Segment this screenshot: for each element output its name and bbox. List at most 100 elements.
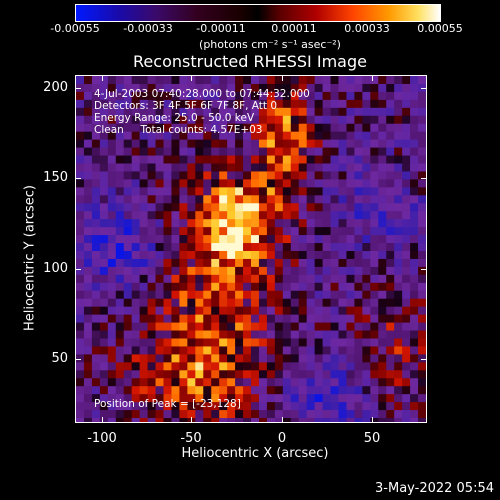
- image-pixel: [123, 306, 133, 316]
- image-pixel: [131, 203, 141, 212]
- image-pixel: [306, 195, 316, 204]
- image-pixel: [394, 139, 403, 149]
- image-pixel: [314, 179, 324, 188]
- image-pixel: [227, 187, 236, 196]
- image-pixel: [378, 195, 387, 204]
- image-pixel: [203, 99, 212, 109]
- image-pixel: [147, 282, 157, 292]
- image-pixel: [362, 235, 371, 244]
- image-pixel: [179, 147, 188, 157]
- image-pixel: [163, 203, 172, 212]
- image-pixel: [235, 330, 244, 339]
- image-pixel: [195, 147, 204, 157]
- image-pixel: [370, 195, 379, 204]
- image-pixel: [219, 147, 228, 157]
- image-pixel: [139, 250, 149, 260]
- image-pixel: [330, 282, 339, 292]
- image-pixel: [243, 195, 252, 204]
- image-pixel: [91, 203, 101, 212]
- image-pixel: [155, 274, 164, 284]
- image-pixel: [306, 139, 316, 149]
- image-pixel: [171, 258, 180, 268]
- image-pixel: [354, 290, 363, 300]
- image-pixel: [258, 219, 268, 228]
- image-pixel: [139, 83, 149, 93]
- image-pixel: [219, 235, 228, 244]
- image-pixel: [298, 314, 308, 324]
- image-pixel: [179, 211, 188, 220]
- image-pixel: [306, 211, 316, 220]
- image-pixel: [282, 282, 292, 292]
- image-pixel: [76, 338, 85, 347]
- image-pixel: [91, 298, 101, 308]
- image-pixel: [179, 99, 188, 109]
- image-pixel: [195, 338, 204, 347]
- image-pixel: [115, 187, 125, 196]
- image-pixel: [171, 330, 180, 339]
- image-pixel: [338, 250, 347, 260]
- image-pixel: [83, 83, 93, 93]
- image-pixel: [314, 402, 324, 411]
- image-pixel: [211, 258, 220, 268]
- image-pixel: [83, 290, 93, 300]
- image-pixel: [258, 346, 268, 355]
- image-pixel: [402, 235, 411, 244]
- image-pixel: [235, 338, 244, 347]
- image-pixel: [258, 362, 268, 371]
- image-pixel: [179, 243, 188, 252]
- image-pixel: [346, 155, 355, 164]
- image-pixel: [91, 354, 101, 363]
- image-pixel: [171, 163, 180, 172]
- image-pixel: [386, 187, 395, 196]
- image-pixel: [171, 362, 180, 371]
- image-pixel: [378, 139, 387, 149]
- image-pixel: [243, 370, 252, 379]
- image-pixel: [235, 386, 244, 395]
- image-pixel: [131, 219, 141, 228]
- image-pixel: [203, 266, 212, 276]
- image-pixel: [322, 274, 332, 284]
- image-pixel: [139, 338, 149, 347]
- image-pixel: [354, 195, 363, 204]
- image-pixel: [243, 235, 252, 244]
- image-pixel: [282, 306, 292, 316]
- image-pixel: [258, 258, 268, 268]
- image-pixel: [115, 378, 125, 387]
- image-pixel: [115, 362, 125, 371]
- image-pixel: [107, 250, 117, 260]
- image-pixel: [354, 179, 363, 188]
- image-pixel: [163, 243, 172, 252]
- image-pixel: [394, 394, 403, 403]
- image-pixel: [282, 211, 292, 220]
- image-pixel: [410, 322, 419, 332]
- image-pixel: [235, 147, 244, 157]
- image-pixel: [155, 147, 164, 157]
- image-pixel: [147, 402, 157, 411]
- image-pixel: [418, 243, 426, 252]
- image-pixel: [243, 131, 252, 141]
- peak-position: Position of Peak = [-23,128]: [94, 398, 241, 410]
- image-pixel: [306, 155, 316, 164]
- image-pixel: [155, 298, 164, 308]
- image-pixel: [171, 219, 180, 228]
- image-pixel: [354, 155, 363, 164]
- image-pixel: [322, 211, 332, 220]
- image-pixel: [139, 155, 149, 164]
- image-pixel: [378, 235, 387, 244]
- image-pixel: [139, 266, 149, 276]
- image-pixel: [402, 99, 411, 109]
- image-pixel: [282, 322, 292, 332]
- image-pixel: [410, 370, 419, 379]
- image-pixel: [235, 394, 244, 403]
- image-pixel: [91, 362, 101, 371]
- image-pixel: [258, 123, 268, 133]
- image-pixel: [378, 402, 387, 411]
- image-pixel: [258, 314, 268, 324]
- image-pixel: [386, 258, 395, 268]
- image-pixel: [354, 123, 363, 133]
- image-pixel: [243, 362, 252, 371]
- info-energy-range: Energy Range: 25.0 - 50.0 keV: [94, 112, 255, 124]
- image-pixel: [163, 346, 172, 355]
- image-pixel: [187, 394, 196, 403]
- image-pixel: [274, 290, 284, 300]
